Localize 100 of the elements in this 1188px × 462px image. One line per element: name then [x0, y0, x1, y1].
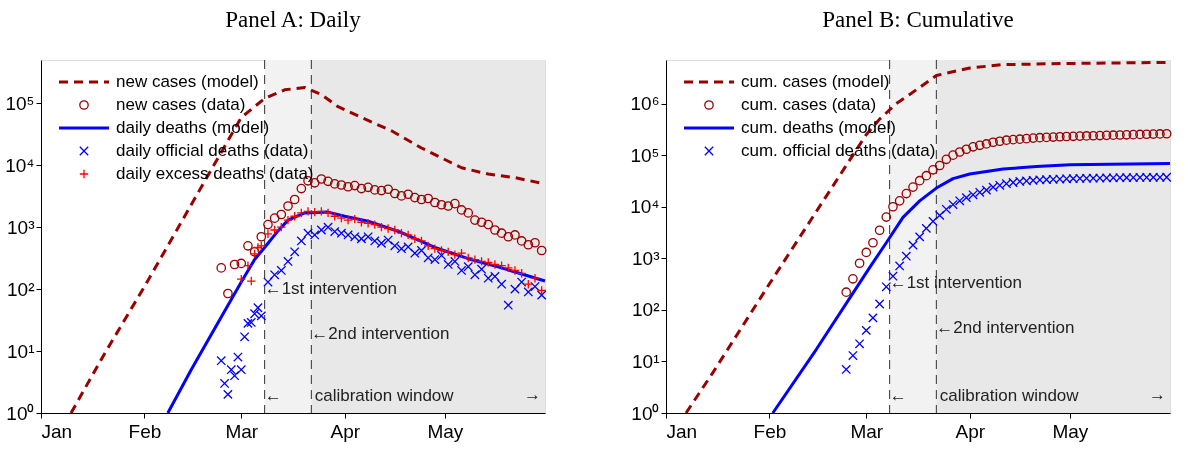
point: [443, 259, 454, 270]
point: [470, 215, 480, 225]
point: [256, 231, 267, 242]
point: [861, 325, 872, 336]
point: [296, 208, 307, 218]
y-tick-label: 10⁰: [6, 402, 35, 424]
point: [296, 183, 307, 194]
point: [934, 160, 945, 171]
point: [276, 209, 287, 220]
point: [981, 139, 992, 149]
point: [450, 256, 460, 267]
point: [516, 277, 527, 287]
point: [336, 213, 347, 223]
point: [1141, 129, 1152, 140]
chart-title: Panel B: Cumulative: [822, 6, 1014, 32]
point: [343, 181, 353, 192]
y-tick-label: 10¹: [7, 340, 35, 362]
point: [329, 179, 340, 189]
point: [229, 370, 240, 381]
point: [470, 270, 480, 280]
point: [263, 219, 273, 230]
point: [516, 236, 527, 246]
point: [948, 150, 958, 160]
point: [376, 185, 387, 196]
point: [1048, 132, 1059, 142]
point: [1148, 129, 1159, 139]
point: [309, 207, 320, 217]
y-tick-label: 10¹: [632, 350, 660, 372]
point: [503, 300, 514, 311]
point: [881, 212, 892, 222]
point: [914, 232, 925, 242]
point: [921, 170, 932, 181]
point: [1115, 130, 1125, 140]
point: [941, 154, 952, 165]
point: [510, 230, 520, 240]
point: [296, 236, 307, 246]
point: [1135, 129, 1145, 140]
point: [443, 201, 454, 211]
point: [216, 263, 227, 273]
point: [968, 142, 978, 152]
point: [283, 201, 293, 211]
legend-label: cum. cases (model): [741, 72, 890, 91]
point: [496, 279, 507, 290]
x-tick-label: Jan: [666, 420, 698, 442]
y-tick-label: 10³: [7, 216, 35, 238]
x-tick-label: May: [1052, 420, 1089, 442]
point: [243, 241, 253, 251]
point: [530, 273, 540, 284]
point: [470, 254, 480, 265]
point: [396, 191, 407, 201]
point: [1121, 129, 1132, 140]
point: [961, 144, 972, 155]
y-tick-label: 10⁵: [630, 144, 660, 166]
point: [908, 240, 918, 250]
x-tick-label: Mar: [850, 420, 884, 442]
point: [1081, 131, 1092, 141]
y-tick-label: 10⁴: [630, 196, 660, 218]
point: [450, 198, 460, 209]
point: [456, 265, 467, 276]
point: [894, 261, 905, 271]
point: [269, 270, 280, 280]
point: [436, 199, 447, 210]
point: [530, 237, 540, 248]
annotation: ←: [264, 385, 282, 405]
point: [289, 246, 300, 257]
x-tick-label: Jan: [41, 420, 73, 442]
point: [343, 215, 353, 225]
point: [536, 245, 547, 256]
point: [901, 188, 912, 199]
point: [1028, 133, 1038, 143]
y-tick-label: 10⁵: [5, 92, 35, 114]
point: [369, 185, 380, 195]
point: [841, 287, 852, 298]
annotation: →: [524, 385, 541, 404]
point: [423, 193, 434, 204]
point: [1021, 133, 1032, 144]
point: [239, 331, 250, 342]
legend-label: daily official deaths (data): [116, 141, 309, 160]
chart-title: Panel A: Daily: [225, 6, 362, 32]
point: [914, 175, 925, 186]
point: [483, 219, 494, 230]
point: [463, 208, 474, 218]
x-tick-label: Apr: [955, 420, 986, 442]
legend-label: new cases (data): [116, 95, 246, 114]
point: [510, 284, 520, 294]
point: [263, 229, 273, 239]
point: [948, 199, 958, 210]
point: [246, 317, 257, 328]
point: [908, 182, 918, 192]
y-tick-label: 10⁶: [630, 93, 660, 115]
line-series: [771, 161, 1172, 415]
point: [316, 225, 327, 235]
point: [289, 194, 300, 205]
point: [848, 350, 858, 361]
point: [216, 355, 227, 366]
x-tick-label: Feb: [128, 420, 162, 442]
point: [928, 216, 938, 227]
point: [1101, 130, 1112, 141]
x-tick-label: Apr: [330, 420, 361, 442]
y-tick-label: 10⁴: [5, 154, 35, 176]
